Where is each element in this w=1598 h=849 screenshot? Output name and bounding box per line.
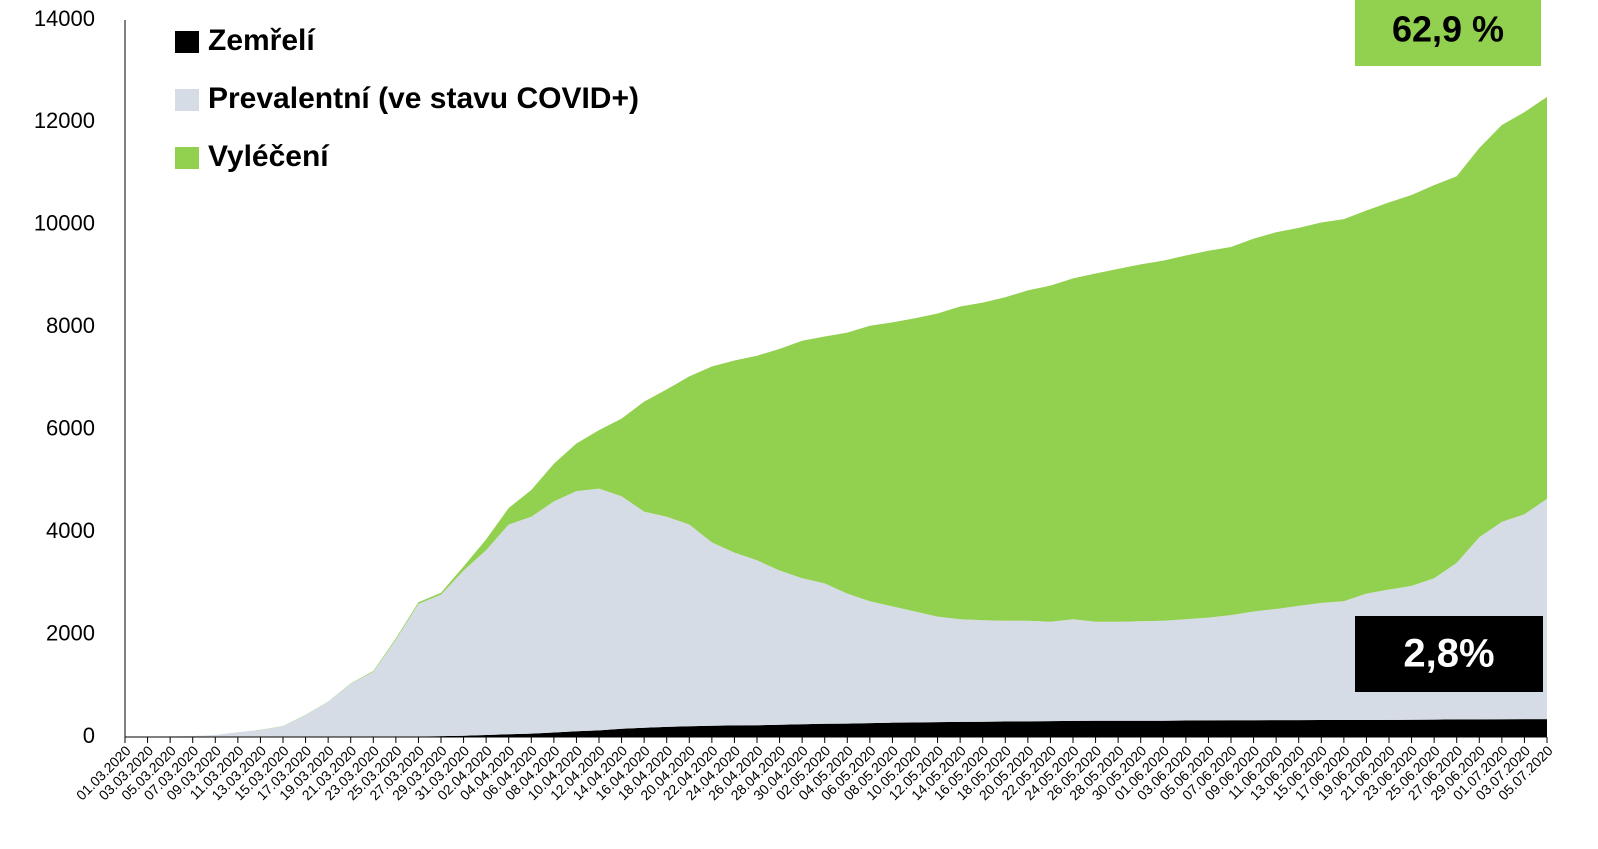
y-tick-label: 2000: [46, 620, 95, 645]
y-tick-label: 4000: [46, 518, 95, 543]
legend-label: Prevalentní (ve stavu COVID+): [208, 82, 639, 115]
y-tick-label: 10000: [34, 211, 95, 236]
legend-label: Vyléčení: [208, 140, 330, 173]
annotation-box: [1355, 616, 1543, 692]
y-tick-label: 0: [83, 723, 95, 748]
area: [125, 96, 1547, 737]
legend-label: Zemřelí: [208, 24, 316, 57]
y-tick-label: 12000: [34, 108, 95, 133]
legend-swatch: [175, 147, 199, 169]
y-tick-label: 14000: [34, 6, 95, 31]
area: [125, 719, 1547, 737]
legend-swatch: [175, 31, 199, 53]
y-tick-label: 6000: [46, 416, 95, 441]
area: [125, 488, 1547, 737]
y-tick-label: 8000: [46, 313, 95, 338]
annotation: 62,9 %: [1392, 9, 1504, 50]
annotation-box: [1355, 0, 1541, 66]
annotation: 2,8%: [1403, 632, 1494, 676]
legend-swatch: [175, 89, 199, 111]
